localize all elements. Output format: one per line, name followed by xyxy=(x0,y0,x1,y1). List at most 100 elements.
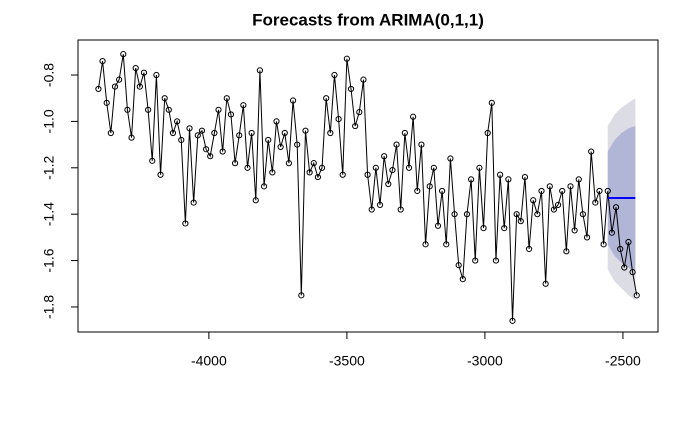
data-point xyxy=(492,257,500,264)
data-point xyxy=(99,58,106,65)
data-point xyxy=(310,160,317,167)
data-point xyxy=(385,180,392,188)
data-point xyxy=(476,164,483,171)
data-point xyxy=(306,169,313,176)
data-point xyxy=(339,171,346,178)
data-point xyxy=(468,176,475,183)
data-point xyxy=(534,211,541,218)
data-point xyxy=(198,127,206,134)
data-point xyxy=(327,129,334,137)
data-point xyxy=(298,292,305,299)
data-point xyxy=(165,106,172,113)
y-tick-label: -1.4 xyxy=(41,202,57,226)
data-point xyxy=(554,201,562,209)
data-point xyxy=(314,173,321,181)
forecast-band-80 xyxy=(607,126,636,273)
data-point xyxy=(459,276,466,283)
data-point xyxy=(277,143,284,151)
data-point xyxy=(347,85,355,93)
data-point xyxy=(463,211,471,218)
data-point xyxy=(302,127,309,134)
data-point xyxy=(356,109,363,116)
data-point xyxy=(294,141,301,148)
data-point xyxy=(505,176,512,183)
data-point xyxy=(509,317,516,324)
data-point xyxy=(604,187,611,195)
data-point xyxy=(521,173,529,181)
data-point xyxy=(410,113,417,120)
data-point xyxy=(360,76,367,83)
data-point xyxy=(364,171,371,178)
data-point xyxy=(231,160,239,167)
data-point xyxy=(588,148,595,155)
data-point xyxy=(211,129,218,137)
data-point xyxy=(401,129,408,137)
data-point xyxy=(178,136,185,144)
y-tick-label: -1.6 xyxy=(41,248,57,272)
data-point xyxy=(136,83,143,90)
data-point xyxy=(223,95,230,102)
data-point xyxy=(194,132,201,139)
data-point xyxy=(174,118,181,125)
y-tick-label: -1.2 xyxy=(41,156,57,180)
data-point xyxy=(496,171,504,178)
data-point xyxy=(252,197,259,204)
data-point xyxy=(103,99,110,106)
data-point xyxy=(439,187,446,195)
data-point xyxy=(256,67,264,74)
data-point xyxy=(182,220,189,227)
data-point xyxy=(583,234,591,241)
data-point xyxy=(318,164,326,171)
data-point xyxy=(335,115,342,123)
data-point xyxy=(567,183,574,190)
data-point xyxy=(269,169,276,176)
data-point xyxy=(190,199,197,206)
data-point xyxy=(343,55,350,62)
data-point xyxy=(633,292,640,299)
data-point xyxy=(563,248,570,255)
data-point xyxy=(157,171,164,178)
data-point xyxy=(289,97,297,104)
data-point xyxy=(169,129,177,137)
data-point xyxy=(273,118,280,125)
data-point xyxy=(443,241,450,248)
y-tick-label: -1.8 xyxy=(41,295,57,319)
data-point xyxy=(124,106,131,113)
x-tick-label: -3000 xyxy=(467,353,503,369)
data-point xyxy=(455,262,462,269)
data-point xyxy=(617,245,624,253)
x-tick-label: -3500 xyxy=(329,353,365,369)
data-point xyxy=(608,229,615,236)
data-point xyxy=(538,187,545,195)
data-point xyxy=(422,241,429,248)
data-point xyxy=(451,211,458,218)
data-point xyxy=(285,160,293,167)
data-point xyxy=(625,238,632,246)
data-point xyxy=(571,227,578,234)
data-point xyxy=(405,164,413,171)
data-point xyxy=(248,129,255,137)
x-tick-label: -4000 xyxy=(191,353,227,369)
data-point xyxy=(472,257,479,264)
data-point xyxy=(600,241,607,248)
data-point xyxy=(559,187,566,195)
data-point xyxy=(140,69,148,76)
data-point xyxy=(426,183,433,190)
data-point xyxy=(116,76,123,83)
data-point xyxy=(501,224,508,232)
data-point xyxy=(414,187,421,195)
data-point xyxy=(447,155,454,162)
data-point xyxy=(219,148,226,155)
data-point xyxy=(372,164,379,171)
data-point xyxy=(145,106,152,113)
data-point xyxy=(418,141,425,148)
chart-title: Forecasts from ARIMA(0,1,1) xyxy=(252,10,484,29)
data-point xyxy=(215,106,222,113)
data-point xyxy=(484,129,491,137)
data-point xyxy=(525,245,533,253)
data-point xyxy=(236,132,243,139)
data-point xyxy=(550,206,558,213)
data-point xyxy=(265,136,272,144)
data-point xyxy=(240,102,247,109)
